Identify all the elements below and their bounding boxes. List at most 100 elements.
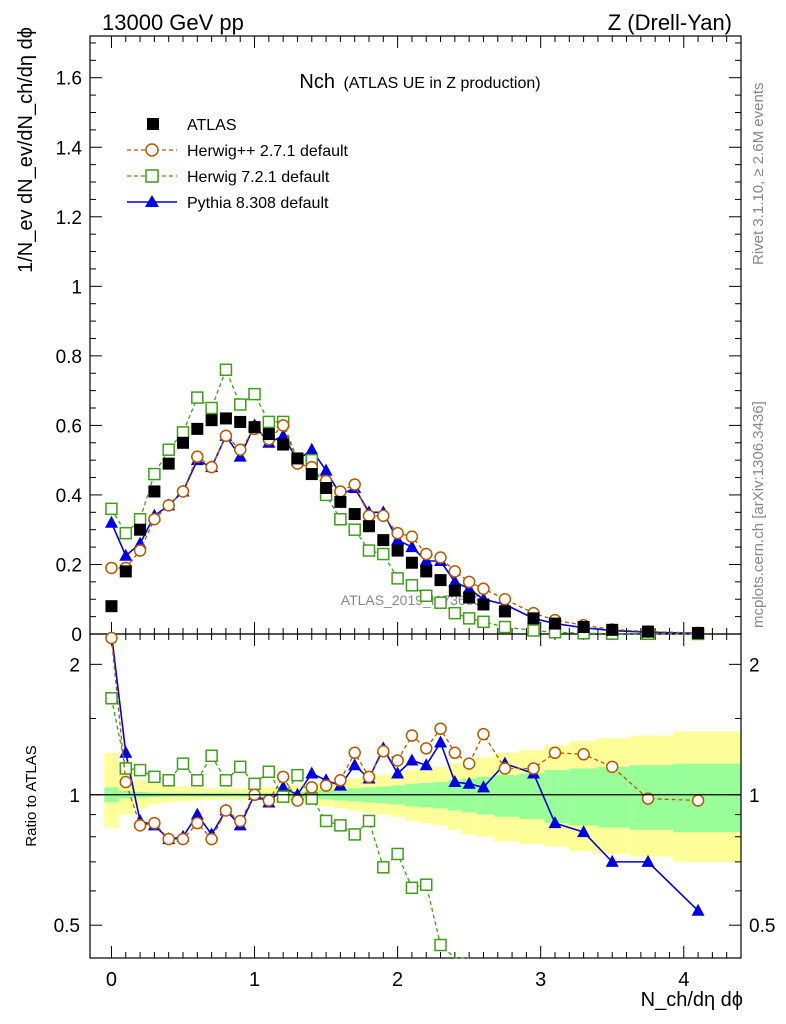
herwig-2-7-1-default-point: [527, 762, 540, 775]
atlas-point: [305, 468, 318, 481]
x-tick-label: 3: [535, 969, 546, 991]
atlas-point: [377, 534, 390, 547]
atlas-point: [105, 600, 118, 613]
atlas-point: [320, 481, 333, 494]
herwig-7-2-1-default-point: [362, 814, 376, 828]
herwig-7-2-1-default-point: [205, 749, 218, 763]
herwig-2-7-1-default-point: [191, 450, 204, 463]
herwig-2-7-1-default-point: [498, 762, 512, 775]
pythia-8-308-default-point: [448, 574, 462, 587]
herwig-2-7-1-default-point: [377, 509, 390, 523]
herwig-2-7-1-default-point: [548, 746, 562, 760]
band-inner-segment: [569, 768, 598, 826]
atlas-point: [405, 556, 418, 569]
pythia-8-308-default-point: [476, 780, 490, 793]
pythia-8-308-default-point: [348, 758, 362, 771]
legend-entry-pythia: Pythia 8.308 default: [127, 195, 329, 212]
atlas-point: [191, 422, 204, 435]
herwig-2-7-1-default-point: [334, 774, 347, 787]
legend-label-atlas: ATLAS: [187, 117, 237, 134]
herwig-2-7-1-default-point: [162, 499, 175, 512]
herwig-2-7-1-default-point: [448, 746, 462, 760]
pythia-8-308-default-line: [110, 423, 699, 635]
legend-label-herwig7: Herwig 7.2.1 default: [187, 169, 330, 186]
rivet-version-text: Rivet 3.1.10, ≥ 2.6M events: [750, 83, 767, 266]
pythia-8-308-default-point: [691, 903, 705, 916]
herwig-7-2-1-default-point: [391, 572, 404, 585]
herwig-7-2-1-default-point: [133, 763, 147, 777]
axis-tick-labels: 0 1 2 3 4 0 0.2 0.4 0.6 0.8 1 1.2 1.4 1.6 0.5 0.5 1 1 2 2: [54, 69, 776, 991]
atlas-point: [134, 523, 147, 536]
herwig-7-2-1-default-point: [434, 938, 447, 952]
herwig-2-7-1-default-point: [577, 748, 590, 761]
herwig-7-2-1-default-point: [233, 398, 247, 411]
atlas-point: [177, 436, 189, 449]
herwig-7-2-1-default-point: [405, 579, 419, 592]
herwig-2-7-1-default-point: [391, 526, 404, 540]
legend-entry-herwig-pp: Herwig++ 2.7.1 default: [127, 143, 349, 160]
legend-entry-atlas: ATLAS: [147, 117, 237, 134]
herwig-7-2-1-default-point: [248, 777, 261, 791]
herwig-2-7-1-default-point: [191, 816, 204, 830]
herwig-7-2-1-default-point: [191, 391, 204, 404]
herwig-2-7-1-default-point: [176, 485, 190, 498]
herwig-2-7-1-default-point: [133, 819, 147, 832]
band-inner-segment: [597, 766, 631, 828]
atlas-point: [205, 414, 218, 427]
y-tick-label-main: 0: [71, 625, 82, 646]
herwig-2-7-1-default-point: [148, 513, 161, 526]
main-series: [104, 363, 705, 641]
herwig-7-2-1-default-point: [319, 814, 333, 828]
y-tick-label-main: 0.8: [56, 347, 82, 368]
y-tick-label-ratio-right: 1: [749, 786, 760, 807]
band-inner-segment: [447, 780, 462, 811]
atlas-point: [219, 412, 232, 425]
ratio-panel-frame: [89, 633, 742, 959]
pythia-8-308-default-point: [448, 775, 462, 788]
header-right-text: Z (Drell-Yan): [608, 10, 732, 35]
herwig-2-7-1-default-point: [419, 547, 433, 561]
y-tick-label-main: 1.4: [56, 138, 83, 159]
herwig-7-2-1-default-point: [248, 387, 261, 401]
herwig-2-7-1-default-point: [434, 551, 447, 564]
pythia-8-308-default-point: [190, 807, 204, 820]
pythia-8-308-default-point: [104, 515, 118, 528]
herwig-2-7-1-default-point: [276, 770, 290, 784]
herwig-2-7-1-default-point: [233, 814, 247, 828]
atlas-point: [606, 623, 619, 636]
pythia-8-308-default-point: [419, 758, 433, 771]
y-tick-label-main: 0.2: [56, 555, 82, 576]
herwig-2-7-1-default-point: [205, 832, 218, 846]
herwig-2-7-1-default-point: [348, 746, 361, 760]
x-axis-label: N_ch/dη dϕ: [641, 989, 743, 1011]
ratio-series: [105, 631, 705, 959]
band-inner-segment: [673, 763, 741, 833]
herwig-2-7-1-default-point: [605, 760, 619, 774]
atlas-point: [248, 421, 261, 434]
pythia-8-308-default-point: [276, 780, 290, 793]
herwig-2-7-1-default-point: [462, 575, 476, 589]
header-left-text: 13000 GeV pp: [102, 10, 244, 35]
herwig-2-7-1-default-point: [448, 565, 462, 578]
herwig-2-7-1-default-point: [641, 792, 655, 805]
x-tick-label: 2: [392, 969, 403, 991]
herwig-7-2-1-default-point: [462, 612, 476, 625]
atlas-point: [477, 598, 490, 611]
herwig-2-7-1-default-point: [176, 832, 190, 846]
herwig-7-2-1-default-point: [348, 523, 361, 536]
herwig-7-2-1-default-point: [262, 415, 276, 429]
herwig-2-7-1-default-point: [462, 757, 476, 770]
herwig-2-7-1-default-point: [419, 742, 433, 755]
pythia-8-308-default-point: [305, 442, 319, 455]
herwig-7-2-1-default-point: [498, 620, 512, 634]
herwig-7-2-1-default-point: [148, 770, 161, 784]
y-tick-label-ratio-right: 2: [749, 655, 760, 676]
herwig-7-2-1-default-point: [176, 757, 190, 770]
herwig-7-2-1-default-point: [119, 762, 133, 775]
atlas-point: [277, 438, 290, 451]
atlas-point: [549, 617, 561, 630]
herwig-2-7-1-default-point: [434, 722, 447, 736]
atlas-point: [463, 591, 476, 604]
pythia-8-308-default-point: [462, 776, 476, 789]
